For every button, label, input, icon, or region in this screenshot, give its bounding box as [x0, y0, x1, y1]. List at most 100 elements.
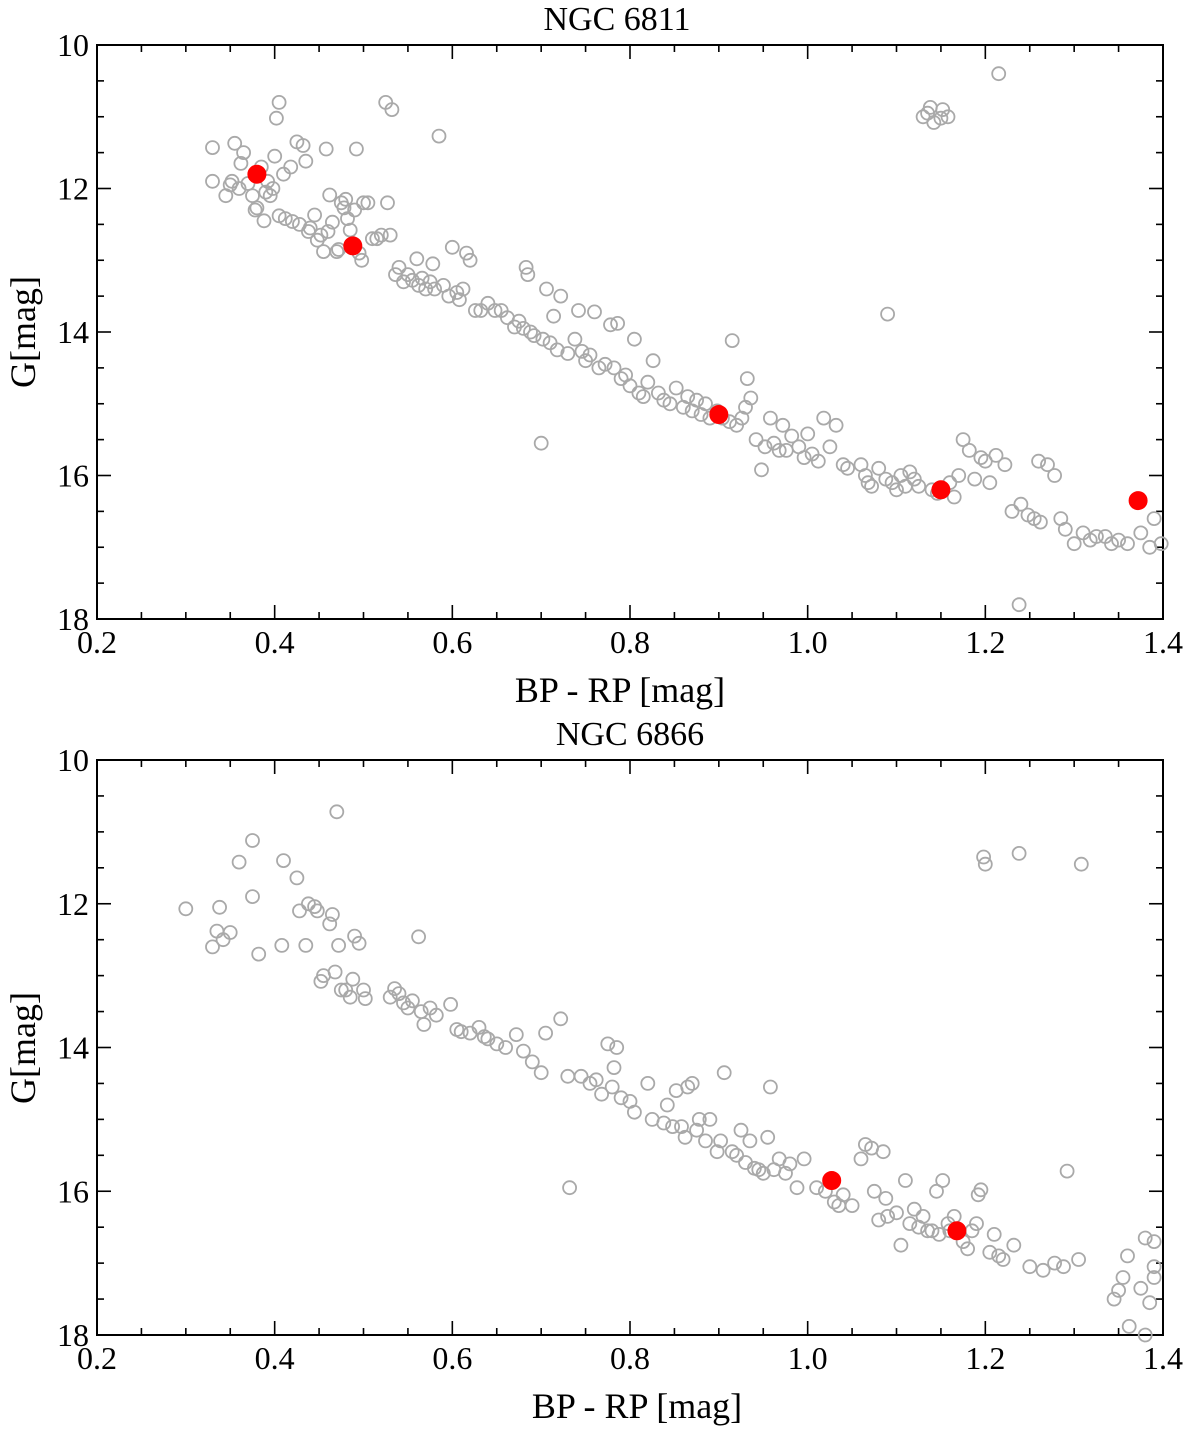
member-star-point: [480, 1031, 496, 1047]
x-axis-label: BP - RP [mag]: [515, 670, 725, 710]
member-star-point: [1073, 856, 1089, 872]
member-star-point: [511, 313, 527, 329]
member-star-point: [631, 385, 647, 401]
member-star-point: [902, 1216, 918, 1231]
member-star-point: [982, 1244, 998, 1260]
x-tick-label: 0.8: [610, 1340, 650, 1376]
y-tick-label: 12: [57, 171, 89, 207]
member-star-point: [360, 195, 376, 211]
member-star-point: [940, 109, 956, 125]
member-star-point: [778, 1165, 793, 1181]
member-star-point: [724, 333, 740, 349]
member-star-point: [613, 371, 629, 387]
member-star-point: [322, 187, 338, 203]
member-star-point: [316, 244, 331, 260]
member-star-point: [739, 371, 755, 387]
member-star-point: [906, 471, 922, 487]
member-star-point: [955, 432, 971, 448]
member-star-point: [347, 928, 363, 944]
member-star-point: [422, 274, 438, 290]
member-star-point: [960, 1241, 975, 1257]
member-star-point: [991, 1248, 1007, 1264]
member-star-point: [835, 457, 851, 473]
member-star-point: [668, 380, 684, 396]
x-tick-label: 0.2: [77, 624, 117, 660]
y-tick-labels: 10 12 14 16 18: [57, 27, 89, 637]
member-star-point: [533, 1065, 549, 1081]
member-star-point: [866, 1183, 882, 1199]
member-star-point: [809, 1180, 824, 1196]
member-star-point: [902, 464, 918, 480]
highlighted-star-point: [343, 236, 363, 256]
member-star-point: [562, 1180, 577, 1196]
member-star-point: [880, 1209, 895, 1224]
member-star-point: [459, 245, 474, 261]
y-tick-label: 14: [57, 1030, 89, 1066]
member-star-point: [997, 457, 1013, 473]
member-star-point: [976, 849, 991, 865]
member-star-point: [771, 442, 787, 458]
member-star-point: [276, 166, 291, 182]
member-star-point: [1004, 503, 1020, 519]
member-star-point: [342, 989, 358, 1005]
member-star-point: [416, 1017, 432, 1032]
member-star-point: [986, 1227, 1002, 1242]
y-axis-label: G[mag]: [3, 992, 43, 1104]
member-star-point: [606, 1060, 622, 1075]
member-star-point: [524, 1054, 540, 1070]
member-star-point: [1111, 1283, 1126, 1298]
member-star-point: [933, 110, 949, 126]
member-star-point: [267, 148, 283, 164]
member-star-point: [298, 938, 314, 953]
member-star-point: [178, 901, 194, 917]
member-star-point: [662, 396, 678, 412]
panel-ngc6811: NGC 6811 0.2 0.4 0.6 0.8 1.0 1.2 1.4 10 …: [3, 1, 1183, 710]
member-star-point: [400, 1000, 416, 1016]
member-star-point: [946, 489, 962, 505]
member-star-point: [387, 981, 403, 996]
y-tick-label: 18: [57, 1317, 89, 1353]
member-star-point: [606, 360, 622, 376]
x-axis-label: BP - RP [mag]: [532, 1386, 742, 1426]
member-star-point: [961, 442, 977, 458]
member-star-point: [369, 231, 385, 247]
member-star-point: [603, 317, 618, 333]
member-star-point: [1075, 525, 1091, 541]
member-star-point: [716, 1065, 732, 1081]
member-star-point: [283, 159, 299, 175]
member-star-point: [951, 468, 967, 483]
member-star-point: [373, 227, 389, 243]
member-star-point: [546, 308, 561, 324]
member-star-point: [331, 938, 347, 953]
member-star-point: [1047, 468, 1062, 483]
member-star-point: [382, 227, 398, 243]
member-star-point: [635, 389, 651, 405]
member-star-point: [871, 1212, 887, 1228]
member-star-point: [249, 200, 265, 216]
member-star-point: [775, 417, 791, 433]
member-star-point: [755, 1165, 771, 1181]
member-star-point: [298, 153, 314, 169]
member-star-point: [733, 1122, 749, 1138]
member-star-point: [582, 347, 598, 363]
member-star-point: [1137, 1230, 1153, 1246]
x-tick-label: 1.0: [788, 1340, 828, 1376]
x-tick-labels: 0.2 0.4 0.6 0.8 1.0 1.2 1.4: [77, 1340, 1183, 1376]
member-star-point: [926, 115, 942, 130]
member-star-point: [329, 244, 345, 260]
member-star-point: [480, 295, 496, 311]
member-star-point: [338, 191, 354, 207]
member-star-point: [1089, 529, 1104, 544]
member-star-point: [411, 929, 427, 945]
member-star-point: [539, 281, 554, 297]
member-star-point: [789, 1180, 805, 1196]
member-star-point: [659, 1097, 675, 1113]
member-star-point: [327, 964, 343, 980]
member-star-point: [274, 938, 290, 953]
member-star-point: [560, 346, 576, 361]
highlighted-star-point: [931, 480, 951, 500]
data-points: [205, 66, 1169, 613]
member-star-point: [336, 200, 352, 216]
member-star-point: [247, 202, 263, 218]
member-star-point: [409, 251, 425, 267]
